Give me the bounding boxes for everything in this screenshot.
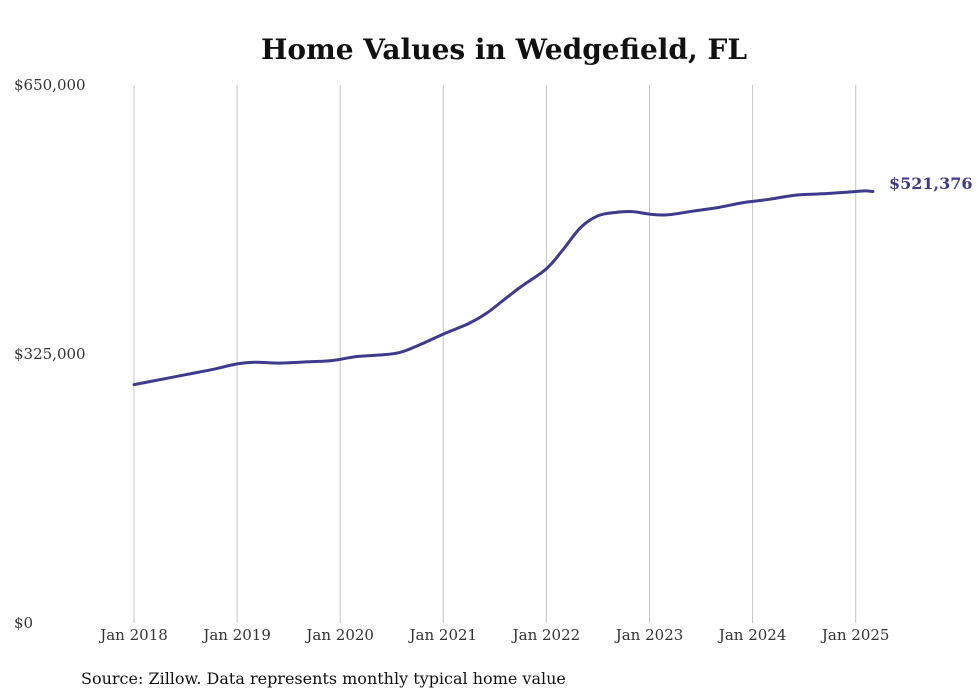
source-note: Source: Zillow. Data represents monthly … — [81, 669, 566, 688]
x-tick-label: Jan 2020 — [304, 626, 374, 644]
latest-value-label: $521,376 — [889, 174, 973, 193]
chart-title: Home Values in Wedgefield, FL — [261, 33, 747, 66]
y-tick-label: $650,000 — [14, 76, 86, 94]
x-tick-label: Jan 2023 — [614, 626, 684, 644]
x-tick-label: Jan 2025 — [820, 626, 890, 644]
x-tick-label: Jan 2024 — [717, 626, 787, 644]
x-tick-label: Jan 2018 — [98, 626, 168, 644]
home-value-line — [132, 189, 875, 387]
y-tick-label: $0 — [14, 614, 33, 632]
x-tick-label: Jan 2022 — [511, 626, 581, 644]
y-axis-ticks: $0 $325,000 $650,000 — [14, 76, 86, 632]
y-tick-label: $325,000 — [14, 345, 86, 363]
gridlines — [133, 85, 857, 623]
x-tick-label: Jan 2021 — [408, 626, 478, 644]
x-axis-ticks: Jan 2018 Jan 2019 Jan 2020 Jan 2021 Jan 2022… — [98, 626, 889, 644]
x-tick-label: Jan 2019 — [201, 626, 271, 644]
